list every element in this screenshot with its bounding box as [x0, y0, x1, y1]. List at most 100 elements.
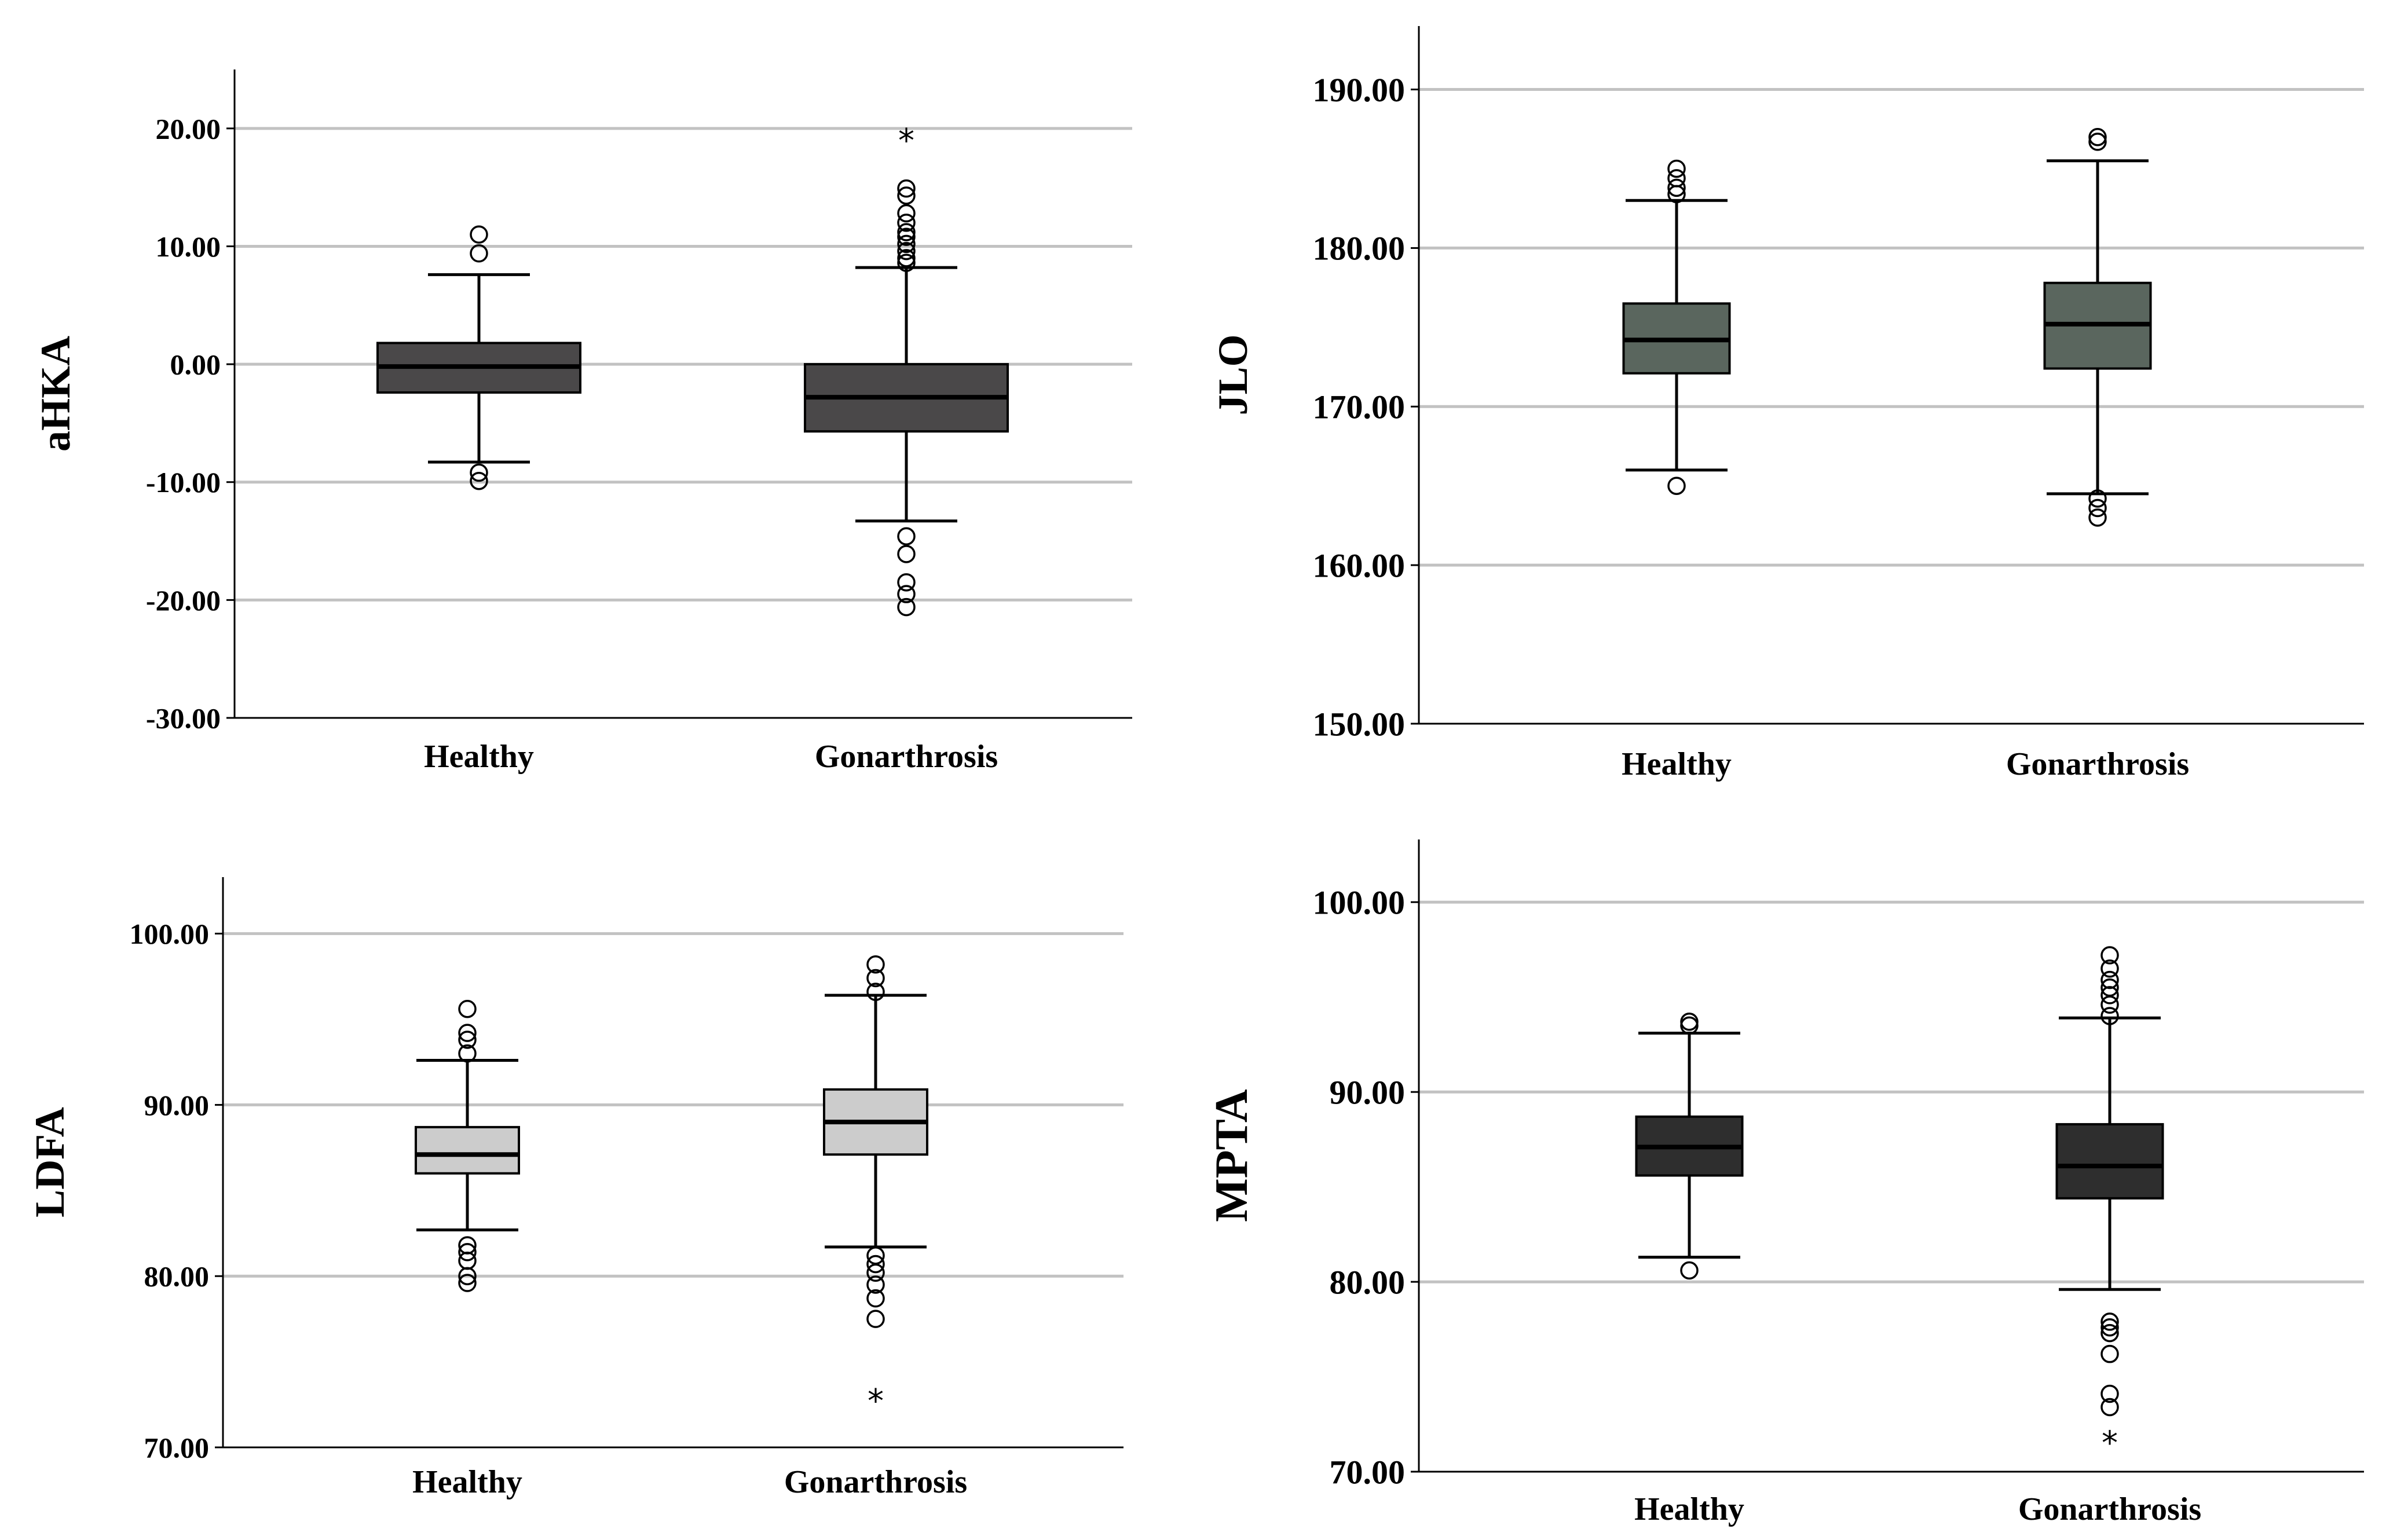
y-tick-label: 80.00 [144, 1260, 210, 1293]
y-tick-label: 80.00 [1330, 1263, 1406, 1301]
outlier-point [470, 471, 488, 490]
extreme-point: * [898, 122, 914, 160]
outlier-point [2088, 489, 2107, 508]
outlier-point [897, 597, 916, 617]
x-category-label: Healthy [424, 739, 534, 775]
box-gonarthrosis: * [804, 122, 1009, 617]
outlier-point [897, 527, 916, 546]
y-tick-label: 10.00 [156, 230, 221, 263]
x-category-label: Gonarthrosis [784, 1464, 967, 1500]
panel-mpta: 70.00 80.00 90.00 100.00 MPTA Healthy * Gonarth… [1206, 839, 2364, 1527]
outlier-point [2100, 1398, 2119, 1417]
outlier-point [866, 1310, 885, 1328]
outlier-point [1680, 1013, 1699, 1031]
y-tick-label: -10.00 [146, 466, 221, 498]
outlier-point [866, 1275, 885, 1294]
outlier-point [2100, 986, 2119, 1004]
outlier-point [897, 234, 916, 254]
y-tick-label: -30.00 [146, 702, 221, 735]
y-tick-label: 160.00 [1313, 547, 1406, 584]
y-tick-label: 70.00 [1330, 1453, 1406, 1491]
x-category-label: Gonarthrosis [2018, 1491, 2201, 1527]
outlier-point [1667, 476, 1686, 495]
x-category-label: Gonarthrosis [815, 739, 998, 775]
y-axis-title: aHKA [32, 336, 79, 452]
outlier-point [897, 228, 916, 246]
outlier-point [458, 1031, 477, 1049]
outlier-point [866, 1255, 885, 1274]
x-category-label: Gonarthrosis [2006, 746, 2189, 782]
x-category-label: Healthy [412, 1464, 522, 1500]
extreme-point: * [2102, 1425, 2118, 1462]
outlier-point [470, 244, 488, 263]
outlier-point [897, 254, 916, 272]
outlier-point [866, 982, 885, 1001]
outlier-point [1667, 169, 1686, 188]
box-healthy [415, 1000, 520, 1292]
outlier-point [866, 1289, 885, 1308]
y-tick-label: -20.00 [146, 584, 221, 617]
outlier-point [897, 223, 916, 241]
panel-ahka: -30.00 -20.00 -10.00 0.00 10.00 20.00 aHKA Heal… [32, 69, 1132, 775]
y-tick-label: 90.00 [1330, 1073, 1406, 1111]
iqr-box [415, 1125, 520, 1175]
y-tick-label: 150.00 [1313, 705, 1406, 743]
box-healthy [1635, 1013, 1744, 1280]
outlier-point [1667, 159, 1686, 178]
outlier-point [2088, 498, 2107, 518]
y-tick-label: 180.00 [1313, 230, 1406, 267]
outlier-point [458, 1243, 477, 1262]
y-tick-label: 90.00 [144, 1089, 210, 1121]
outlier-point [458, 1274, 477, 1292]
outlier-point [2100, 959, 2119, 978]
outlier-point [2100, 995, 2119, 1014]
outlier-point [2100, 946, 2119, 965]
panel-jlo: 150.00 160.00 170.00 180.00 190.00 JLO Healthy… [1210, 26, 2364, 782]
outlier-point [2088, 133, 2107, 151]
outlier-point [1667, 185, 1686, 204]
outlier-point [2100, 1318, 2119, 1337]
outlier-point [458, 1024, 477, 1042]
outlier-point [866, 969, 885, 988]
y-tick-label: 170.00 [1313, 388, 1406, 426]
outlier-point [458, 1044, 477, 1063]
extreme-point: * [868, 1383, 884, 1420]
y-axis-title: LDFA [27, 1107, 73, 1218]
outlier-point [897, 204, 916, 223]
outlier-point [2100, 1384, 2119, 1403]
iqr-box [2055, 1123, 2164, 1200]
box-gonarthrosis [2043, 127, 2152, 527]
outlier-point [897, 573, 916, 592]
outlier-point [1680, 1016, 1699, 1035]
box-healthy [376, 225, 581, 490]
y-axis-title: MPTA [1206, 1089, 1257, 1222]
box-gonarthrosis: * [823, 955, 928, 1420]
outlier-point [866, 1263, 885, 1282]
outlier-point [1667, 178, 1686, 197]
y-tick-label: 0.00 [170, 349, 221, 381]
outlier-point [897, 179, 916, 198]
outlier-point [2100, 1323, 2119, 1343]
outlier-point [897, 249, 916, 267]
y-tick-label: 100.00 [130, 918, 210, 950]
outlier-point [897, 241, 916, 261]
x-category-label: Healthy [1634, 1491, 1744, 1527]
x-category-label: Healthy [1622, 746, 1732, 782]
box-gonarthrosis: * [2055, 946, 2164, 1462]
outlier-point [458, 1000, 477, 1018]
outlier-point [458, 1267, 477, 1285]
outlier-point [1680, 1261, 1699, 1280]
outlier-point [2088, 127, 2107, 146]
panel-ldfa: 70.00 80.00 90.00 100.00 LDFA Healthy * Gonarth… [27, 877, 1124, 1500]
outlier-point [2100, 1344, 2119, 1363]
outlier-point [2100, 1312, 2119, 1331]
outlier-point [866, 955, 885, 974]
outlier-point [897, 186, 916, 205]
y-tick-label: 190.00 [1313, 71, 1406, 109]
y-axis-title: JLO [1210, 334, 1256, 415]
outlier-point [897, 585, 916, 603]
outlier-point [2100, 970, 2119, 989]
y-tick-label: 20.00 [156, 112, 221, 145]
outlier-point [897, 213, 916, 232]
